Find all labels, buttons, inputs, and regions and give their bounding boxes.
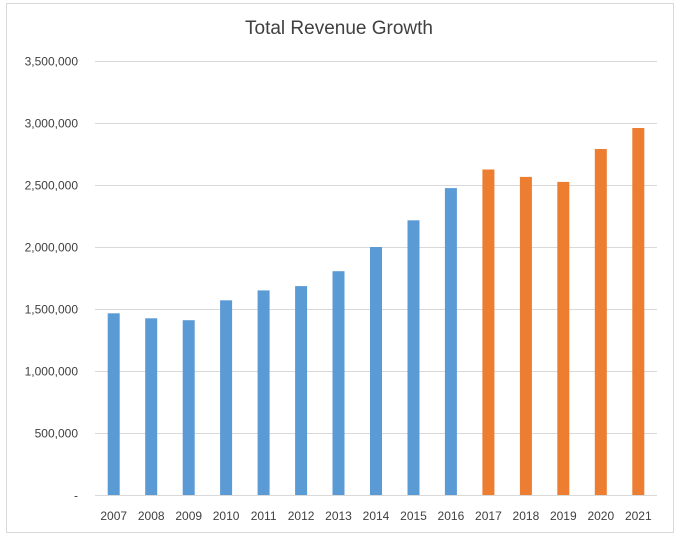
y-tick-label: 2,000,000 (25, 241, 79, 255)
bar-2008 (145, 318, 158, 495)
x-axis-tick-labels: 2007 2008 2009 2010 2011 2012 2013 2014 2015 2016… (100, 509, 652, 523)
bar-2009 (182, 320, 195, 495)
y-tick-label: 1,500,000 (25, 303, 79, 317)
x-tick-label: 2020 (587, 509, 614, 523)
bar-2019 (557, 181, 570, 495)
x-tick-label: 2012 (288, 509, 315, 523)
bar-2014 (370, 247, 382, 495)
x-tick-label: 2015 (400, 509, 427, 523)
y-tick-label: - (74, 489, 78, 503)
y-tick-label: 3,500,000 (25, 55, 79, 69)
x-tick-label: 2021 (625, 509, 652, 523)
bar-2016 (444, 188, 457, 495)
x-tick-label: 2010 (213, 509, 240, 523)
x-tick-label: 2013 (325, 509, 352, 523)
bar-2020 (594, 149, 607, 495)
bar-2017 (482, 169, 495, 495)
x-tick-label: 2017 (475, 509, 502, 523)
bar-2011 (257, 290, 270, 495)
bar-2010 (220, 300, 233, 495)
y-tick-label: 3,000,000 (25, 117, 79, 131)
bar-2013 (332, 271, 345, 495)
x-tick-label: 2011 (251, 509, 277, 523)
x-tick-label: 2019 (550, 509, 577, 523)
y-tick-label: 1,000,000 (25, 365, 79, 379)
x-tick-label: 2018 (513, 509, 540, 523)
x-tick-label: 2014 (363, 509, 390, 523)
bar-2015 (407, 220, 420, 496)
bar-2012 (295, 286, 308, 495)
bar-2007 (107, 313, 120, 495)
bar-2018 (519, 176, 532, 495)
x-tick-label: 2009 (175, 509, 202, 523)
bar-2021 (632, 128, 645, 495)
x-tick-label: 2007 (100, 509, 127, 523)
chart-title: Total Revenue Growth (245, 18, 433, 39)
y-tick-label: 2,500,000 (25, 179, 79, 193)
bar-series (107, 128, 645, 496)
y-axis-tick-labels: - 500,000 1,000,000 1,500,000 2,000,000 2,500… (25, 55, 79, 503)
x-tick-label: 2016 (438, 509, 465, 523)
y-tick-label: 500,000 (35, 427, 79, 441)
x-tick-label: 2008 (138, 509, 165, 523)
